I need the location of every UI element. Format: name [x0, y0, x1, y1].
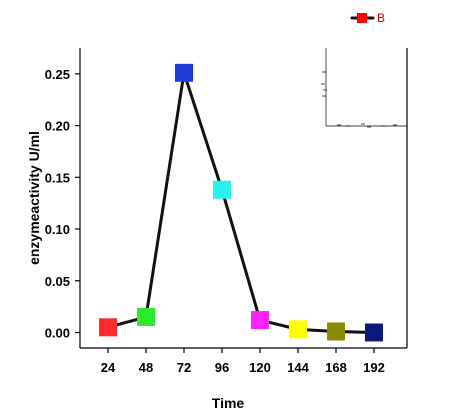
legend: B [350, 11, 385, 25]
y-tick-group: 0.00 0.05 0.10 0.15 0.20 0.25 [45, 67, 80, 340]
x-tick-label: 120 [249, 360, 271, 375]
legend-label: B [377, 11, 385, 25]
legend-marker [357, 13, 367, 23]
series-b-points [99, 63, 383, 342]
x-tick-label: 144 [287, 360, 309, 375]
data-point [175, 63, 193, 82]
x-axis-title: Time [212, 395, 245, 411]
data-point [213, 180, 231, 199]
y-tick-label: 0.00 [45, 325, 70, 340]
y-tick-label: 0.10 [45, 222, 70, 237]
data-point [251, 311, 269, 330]
y-tick-label: 0.15 [45, 170, 70, 185]
x-tick-label: 168 [325, 360, 347, 375]
x-tick-group: 24 48 72 96 120 144 168 192 [101, 348, 385, 375]
inset-sparkline [321, 48, 407, 128]
data-point [99, 318, 117, 337]
x-tick-label: 24 [101, 360, 116, 375]
data-point [327, 322, 345, 341]
data-point [289, 320, 307, 339]
x-tick-label: 48 [139, 360, 153, 375]
y-tick-label: 0.05 [45, 274, 70, 289]
data-point [365, 323, 383, 342]
data-point [137, 307, 155, 326]
y-axis-title: enzymeactivity U/ml [26, 131, 42, 265]
series-b-line [106, 71, 376, 334]
x-tick-label: 96 [215, 360, 229, 375]
x-tick-label: 192 [363, 360, 385, 375]
y-tick-label: 0.20 [45, 119, 70, 134]
y-tick-label: 0.25 [45, 67, 70, 82]
x-tick-label: 72 [177, 360, 191, 375]
